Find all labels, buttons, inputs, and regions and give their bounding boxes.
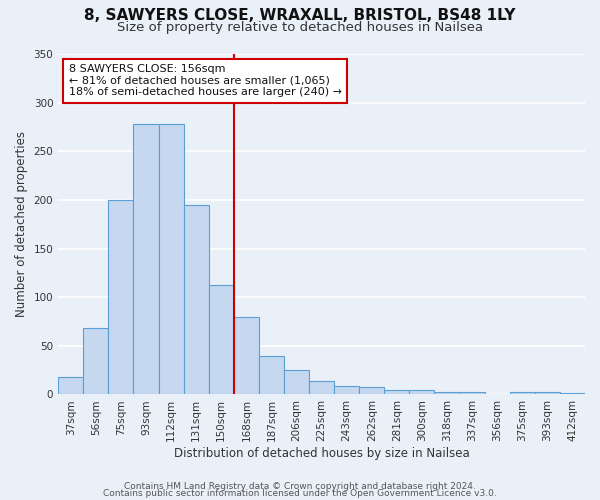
Bar bbox=[109, 200, 133, 394]
Bar bbox=[58, 377, 83, 394]
Bar bbox=[334, 386, 359, 394]
Bar bbox=[560, 392, 585, 394]
Text: Size of property relative to detached houses in Nailsea: Size of property relative to detached ho… bbox=[117, 21, 483, 34]
Text: Contains HM Land Registry data © Crown copyright and database right 2024.: Contains HM Land Registry data © Crown c… bbox=[124, 482, 476, 491]
Bar bbox=[434, 392, 460, 394]
Text: 8 SAWYERS CLOSE: 156sqm
← 81% of detached houses are smaller (1,065)
18% of semi: 8 SAWYERS CLOSE: 156sqm ← 81% of detache… bbox=[69, 64, 342, 98]
Bar bbox=[460, 392, 485, 394]
Text: 8, SAWYERS CLOSE, WRAXALL, BRISTOL, BS48 1LY: 8, SAWYERS CLOSE, WRAXALL, BRISTOL, BS48… bbox=[84, 8, 516, 22]
Bar bbox=[158, 124, 184, 394]
Bar bbox=[259, 356, 284, 395]
Bar bbox=[535, 392, 560, 394]
Bar bbox=[234, 316, 259, 394]
Bar bbox=[409, 390, 434, 394]
Bar bbox=[510, 392, 535, 394]
Bar bbox=[83, 328, 109, 394]
Text: Contains public sector information licensed under the Open Government Licence v3: Contains public sector information licen… bbox=[103, 490, 497, 498]
Bar bbox=[385, 390, 409, 394]
Y-axis label: Number of detached properties: Number of detached properties bbox=[15, 131, 28, 317]
Bar bbox=[133, 124, 158, 394]
Bar bbox=[184, 205, 209, 394]
Bar bbox=[359, 386, 385, 394]
X-axis label: Distribution of detached houses by size in Nailsea: Distribution of detached houses by size … bbox=[174, 447, 469, 460]
Bar bbox=[284, 370, 309, 394]
Bar bbox=[309, 381, 334, 394]
Bar bbox=[209, 284, 234, 395]
